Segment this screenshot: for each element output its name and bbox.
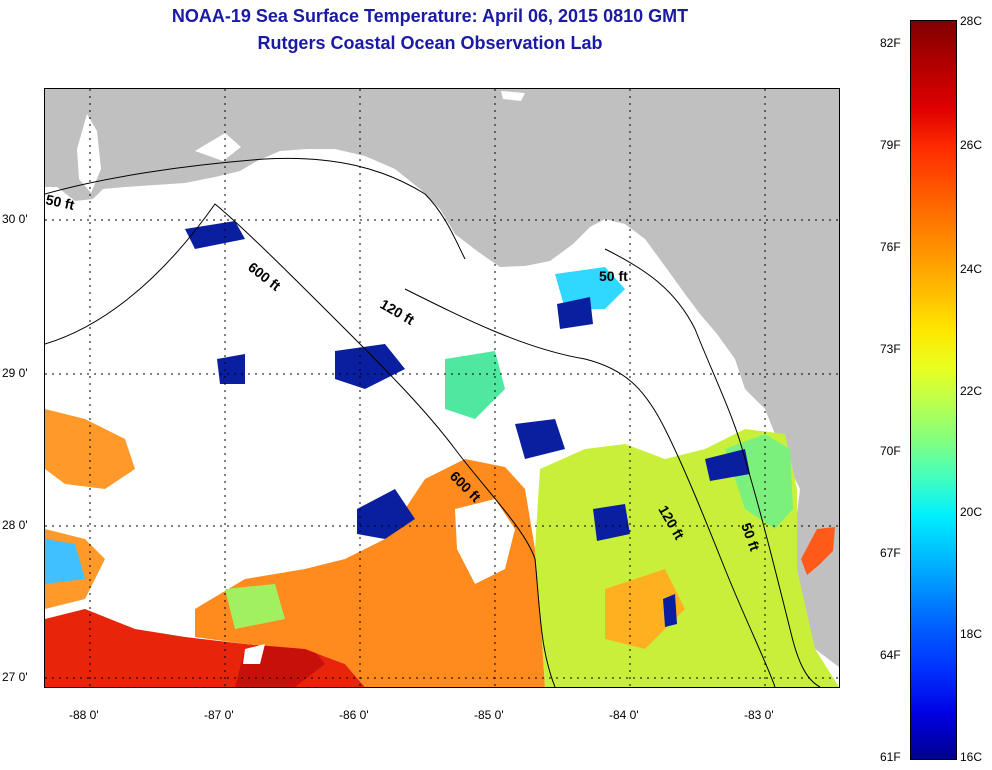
lat-tick-label: 27 0' bbox=[2, 670, 28, 684]
sst-cold-8 bbox=[185, 221, 245, 249]
cloud-patch-2 bbox=[243, 644, 265, 664]
sst-cold-5 bbox=[593, 504, 630, 541]
sst-green-patch bbox=[225, 584, 285, 629]
isobaths bbox=[45, 157, 821, 687]
contour-label-600-north: 600 ft bbox=[245, 259, 284, 294]
isobath-50-east bbox=[604, 248, 821, 687]
colorbar-label-f: 76F bbox=[880, 240, 901, 254]
land-mass bbox=[45, 89, 839, 667]
lat-tick-label: 28 0' bbox=[2, 518, 28, 532]
colorbar-label-f: 82F bbox=[880, 36, 901, 50]
colorbar-label-c: 16C bbox=[960, 750, 983, 764]
isobath-50-west bbox=[45, 157, 466, 260]
sst-cyan-west bbox=[45, 539, 85, 584]
colorbar-label-f: 67F bbox=[880, 546, 901, 560]
sst-cold-2 bbox=[217, 354, 245, 384]
lat-tick-label: 29 0' bbox=[2, 366, 28, 380]
lon-tick-label: -85 0' bbox=[474, 708, 504, 722]
map-subtitle: Rutgers Coastal Ocean Observation Lab bbox=[257, 33, 603, 53]
cloud-patch-1 bbox=[455, 499, 515, 584]
temperature-colorbar bbox=[910, 20, 957, 760]
colorbar-label-f: 61F bbox=[880, 750, 901, 764]
sst-cold-6 bbox=[705, 449, 750, 481]
colorbar-label-f: 64F bbox=[880, 648, 901, 662]
contour-label-50-west: 50 ft bbox=[45, 191, 76, 213]
sst-cold-4 bbox=[515, 419, 565, 459]
lon-tick-label: -83 0' bbox=[744, 708, 774, 722]
lon-tick-label: -84 0' bbox=[609, 708, 639, 722]
coast-peninsula bbox=[77, 114, 101, 193]
lon-tick-label: -86 0' bbox=[339, 708, 369, 722]
sst-cold-3 bbox=[357, 489, 415, 539]
sst-cold-1 bbox=[335, 344, 405, 389]
colorbar-label-c: 20C bbox=[960, 505, 983, 519]
colorbar-label-c: 18C bbox=[960, 627, 983, 641]
lat-tick-label: 30 0' bbox=[2, 212, 28, 226]
coast-bay bbox=[195, 133, 241, 161]
map-title: NOAA-19 Sea Surface Temperature: April 0… bbox=[171, 6, 689, 26]
sst-warm-zone-west bbox=[45, 409, 135, 489]
colorbar-label-c: 28C bbox=[960, 14, 983, 28]
sst-cyan-patch bbox=[555, 267, 625, 309]
isobath-600 bbox=[45, 203, 556, 687]
sst-cold-9 bbox=[557, 297, 593, 329]
sst-map-canvas: 50 ft 600 ft 120 ft 50 ft 600 ft 120 ft … bbox=[45, 89, 839, 687]
colorbar-label-c: 22C bbox=[960, 384, 983, 398]
lon-tick-label: -88 0' bbox=[69, 708, 99, 722]
coast-lake bbox=[501, 91, 525, 101]
graticule bbox=[45, 89, 839, 687]
lon-tick-label: -87 0' bbox=[204, 708, 234, 722]
sst-map[interactable]: 50 ft 600 ft 120 ft 50 ft 600 ft 120 ft … bbox=[44, 88, 840, 688]
colorbar-label-f: 70F bbox=[880, 444, 901, 458]
sst-field bbox=[45, 221, 839, 687]
isobath-120 bbox=[404, 288, 776, 687]
contour-label-50-east: 50 ft bbox=[599, 268, 628, 284]
colorbar-label-f: 73F bbox=[880, 342, 901, 356]
sst-cool-inshore bbox=[445, 351, 505, 419]
sst-warm-east bbox=[605, 569, 685, 649]
colorbar-label-f: 79F bbox=[880, 138, 901, 152]
sst-cold-7 bbox=[663, 594, 677, 627]
coast-tampa-bay bbox=[801, 527, 835, 575]
colorbar-label-c: 26C bbox=[960, 138, 983, 152]
contour-label-120-north: 120 ft bbox=[378, 296, 418, 328]
colorbar-label-c: 24C bbox=[960, 262, 983, 276]
